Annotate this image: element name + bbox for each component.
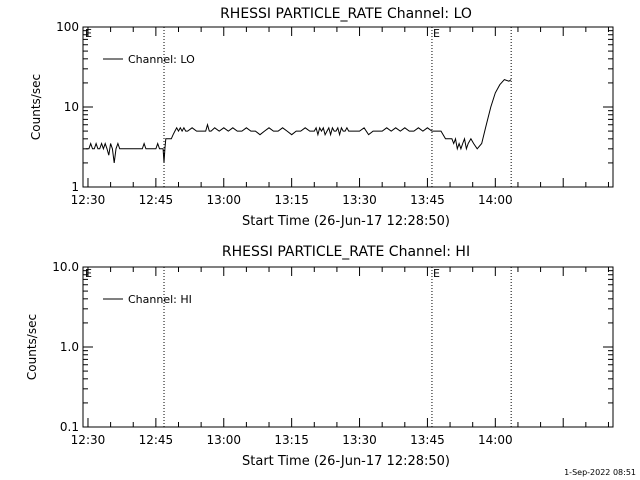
lo-y-tick-label: 1: [71, 180, 79, 194]
hi-channel-panel: RHESSI PARTICLE_RATE Channel: HI Counts/…: [25, 244, 614, 469]
hi-event-marker-label: E: [433, 267, 440, 280]
hi-x-tick-label: 14:00: [478, 433, 513, 447]
lo-legend-label: Channel: LO: [128, 53, 195, 66]
hi-y-tick-label: 1.0: [60, 340, 79, 354]
lo-x-tick-label: 14:00: [478, 193, 513, 207]
hi-panel-title: RHESSI PARTICLE_RATE Channel: HI: [222, 244, 470, 260]
hi-y-tick-label: 10.0: [52, 260, 79, 274]
lo-x-tick-label: 13:45: [410, 193, 445, 207]
hi-x-axis-label: Start Time (26-Jun-17 12:28:50): [242, 454, 450, 469]
hi-y-axis-label: Counts/sec: [25, 314, 39, 380]
lo-x-tick-label: 12:45: [139, 193, 174, 207]
lo-x-tick-label: 13:00: [206, 193, 241, 207]
hi-y-tick-label: 0.1: [60, 420, 79, 434]
lo-y-tick-label: 10: [64, 100, 79, 114]
hi-plot-frame: [82, 266, 614, 428]
lo-event-marker-label: E: [433, 27, 440, 40]
lo-series-line: [85, 79, 512, 163]
lo-corner-e-label: E: [85, 27, 92, 40]
lo-y-tick-label: 100: [56, 20, 79, 34]
hi-x-tick-label: 12:30: [71, 433, 106, 447]
hi-x-tick-label: 13:30: [342, 433, 377, 447]
lo-x-tick-label: 12:30: [71, 193, 106, 207]
hi-x-tick-label: 13:00: [206, 433, 241, 447]
lo-plot-frame: [82, 26, 614, 188]
lo-channel-panel: RHESSI PARTICLE_RATE Channel: LO Counts/…: [29, 6, 614, 229]
lo-x-axis-label: Start Time (26-Jun-17 12:28:50): [242, 214, 450, 229]
hi-x-tick-label: 12:45: [139, 433, 174, 447]
lo-x-tick-label: 13:15: [274, 193, 309, 207]
lo-panel-title: RHESSI PARTICLE_RATE Channel: LO: [220, 6, 472, 22]
hi-x-tick-label: 13:45: [410, 433, 445, 447]
hi-corner-e-label: E: [85, 267, 92, 280]
lo-y-axis-label: Counts/sec: [29, 74, 43, 140]
hi-x-tick-label: 13:15: [274, 433, 309, 447]
lo-x-tick-label: 13:30: [342, 193, 377, 207]
footer-timestamp: 1-Sep-2022 08:51: [564, 468, 636, 477]
hi-legend-label: Channel: HI: [128, 293, 192, 306]
